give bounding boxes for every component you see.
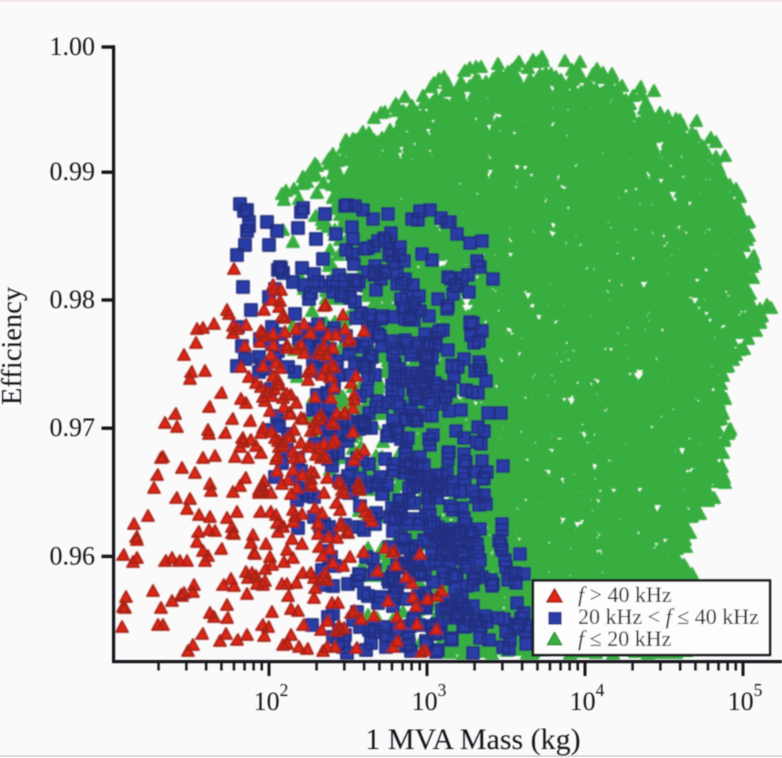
svg-text:0.96: 0.96	[50, 541, 96, 570]
svg-text:Efficiency: Efficiency	[0, 286, 28, 405]
svg-text:1.00: 1.00	[50, 32, 96, 61]
svg-text:0.99: 0.99	[50, 157, 96, 186]
svg-text:1 MVA Mass (kg): 1 MVA Mass (kg)	[365, 723, 580, 756]
svg-text:0.97: 0.97	[50, 413, 96, 442]
svg-text:f > 40 kHz: f > 40 kHz	[578, 582, 672, 607]
svg-text:0.98: 0.98	[50, 285, 96, 314]
svg-text:20 kHz < f ≤ 40 kHz: 20 kHz < f ≤ 40 kHz	[578, 604, 759, 629]
svg-text:f ≤ 20 kHz: f ≤ 20 kHz	[578, 626, 672, 651]
